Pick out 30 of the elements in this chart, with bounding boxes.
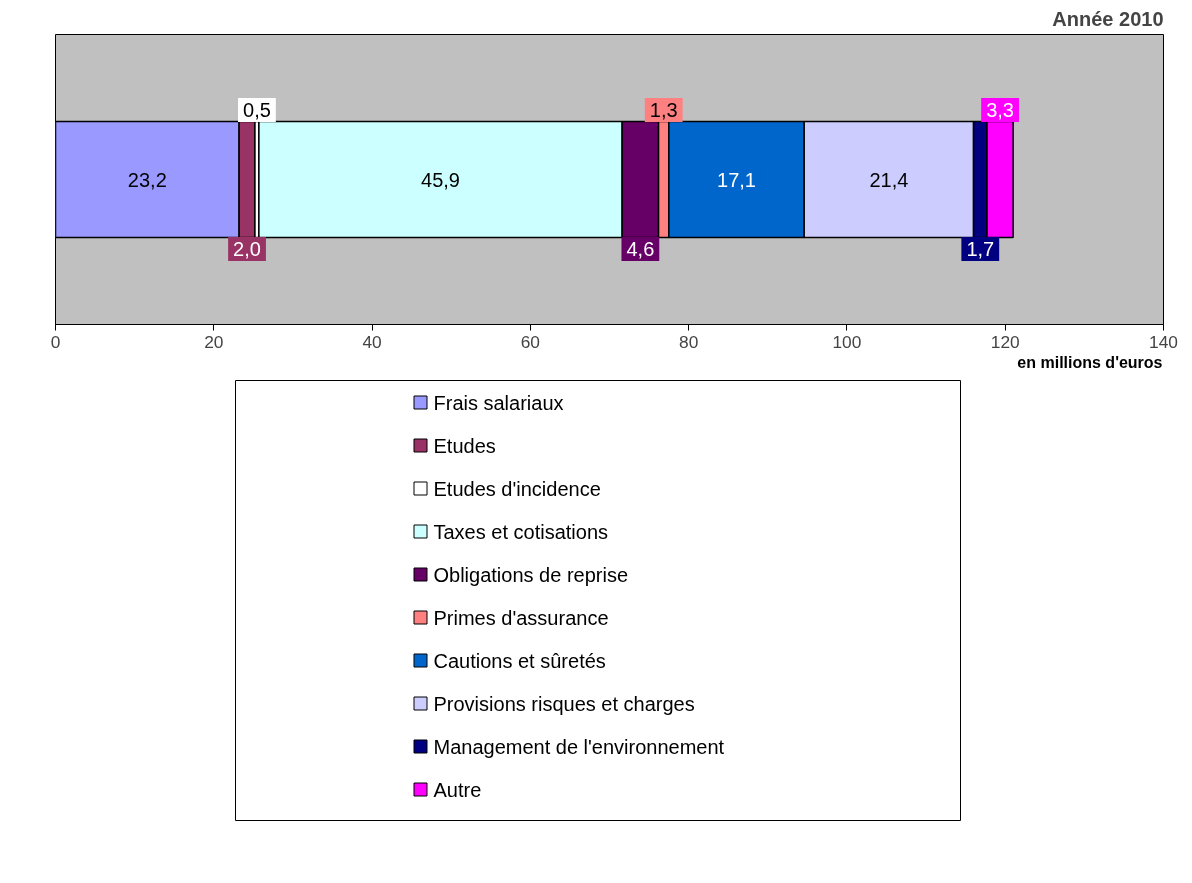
x-tick-label: 60 bbox=[520, 331, 540, 352]
legend-label: Etudes bbox=[433, 434, 496, 457]
legend-label: Primes d'assurance bbox=[433, 606, 609, 629]
data-label: 21,4 bbox=[869, 168, 909, 191]
legend-label: Taxes et cotisations bbox=[433, 520, 609, 543]
data-label: 2,0 bbox=[233, 238, 261, 261]
legend-label: Provisions risques et charges bbox=[433, 692, 695, 715]
x-tick-label: 20 bbox=[204, 331, 224, 352]
legend-label: Cautions et sûretés bbox=[433, 649, 606, 672]
legend-label: Obligations de reprise bbox=[433, 563, 629, 586]
x-axis-title: en millions d'euros bbox=[1017, 354, 1163, 371]
data-label: 0,5 bbox=[243, 98, 271, 121]
data-label: 45,9 bbox=[421, 168, 460, 191]
legend-label: Management de l'environnement bbox=[433, 735, 725, 758]
legend-label: Frais salariaux bbox=[433, 391, 564, 414]
data-label: 23,2 bbox=[127, 168, 167, 191]
data-label: 3,3 bbox=[986, 98, 1014, 121]
x-tick-label: 80 bbox=[679, 331, 699, 352]
x-tick-label: 0 bbox=[50, 331, 61, 352]
data-label: 1,7 bbox=[966, 238, 995, 261]
data-label: 17,1 bbox=[717, 168, 756, 191]
x-tick-label: 100 bbox=[832, 331, 862, 352]
data-label: 1,3 bbox=[649, 98, 678, 121]
legend-label: Etudes d'incidence bbox=[433, 477, 601, 500]
chart-title: Année 2010 bbox=[1052, 7, 1164, 30]
x-tick-label: 140 bbox=[1149, 331, 1178, 352]
x-tick-label: 40 bbox=[362, 331, 382, 352]
legend-label: Autre bbox=[433, 778, 482, 801]
x-tick-label: 120 bbox=[990, 331, 1020, 352]
data-label: 4,6 bbox=[626, 238, 655, 261]
